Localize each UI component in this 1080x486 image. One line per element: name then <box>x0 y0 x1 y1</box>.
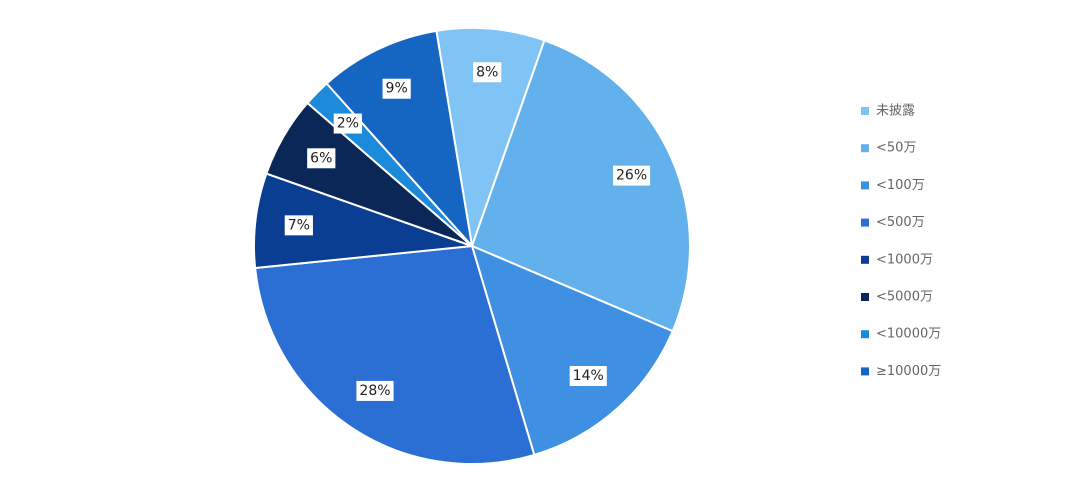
value-label: 9% <box>386 81 408 97</box>
value-label-box <box>333 113 362 134</box>
value-label-group: 26% <box>613 165 651 186</box>
legend-swatch <box>861 330 869 339</box>
legend-label: ≥10000万 <box>876 364 941 379</box>
value-label-group: 28% <box>356 380 394 401</box>
value-label-group: 8% <box>473 62 502 83</box>
legend-label: <5000万 <box>876 290 933 305</box>
legend-swatch <box>861 293 869 301</box>
legend-label: <10000万 <box>876 327 941 342</box>
legend-label: <50万 <box>876 141 916 156</box>
value-label: 7% <box>288 217 310 233</box>
value-label-group: 6% <box>307 148 336 169</box>
legend-label: <1000万 <box>876 252 933 267</box>
value-label-box <box>307 148 336 169</box>
legend-swatch <box>861 107 869 115</box>
value-label-box <box>613 165 651 186</box>
pie-slice <box>254 244 536 465</box>
legend-label: <500万 <box>876 215 925 230</box>
value-label: 14% <box>573 368 604 384</box>
legend-label: 未披露 <box>876 104 915 119</box>
value-label-box <box>356 380 394 401</box>
pie-slice <box>470 39 691 333</box>
value-label-box <box>569 366 607 387</box>
value-label-group: 7% <box>284 215 313 236</box>
value-label: 2% <box>337 116 359 132</box>
pie-slice <box>325 29 474 250</box>
legend-swatch <box>861 255 869 264</box>
legend-swatch <box>861 367 869 376</box>
value-label: 6% <box>310 150 332 166</box>
pie-slice <box>470 244 674 457</box>
value-label: 8% <box>476 64 498 80</box>
value-label-box <box>382 78 411 99</box>
legend-swatch <box>861 218 869 227</box>
value-label-group: 2% <box>333 113 362 134</box>
legend-swatch <box>861 144 869 153</box>
value-label-box <box>284 215 313 236</box>
value-label: 26% <box>616 168 647 184</box>
legend-label: <100万 <box>876 178 925 193</box>
value-label-group: 14% <box>569 366 607 387</box>
value-label: 28% <box>359 383 390 399</box>
value-label-group: 9% <box>382 78 411 99</box>
value-label-box <box>473 62 502 83</box>
legend-swatch <box>861 181 869 190</box>
